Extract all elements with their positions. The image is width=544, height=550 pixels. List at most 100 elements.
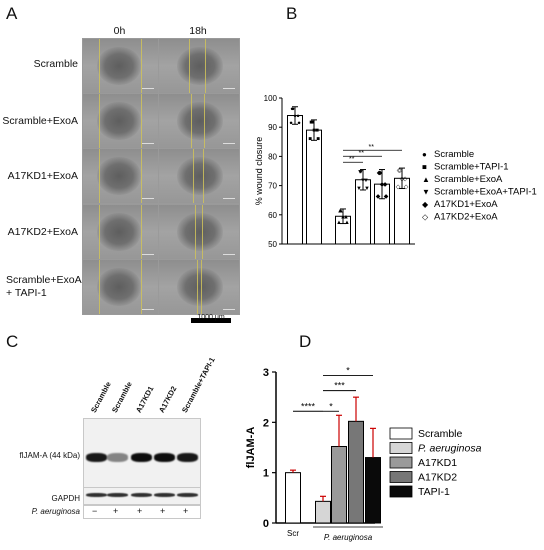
wound-area [177, 47, 223, 85]
blot-gapdh [83, 487, 201, 505]
treatment-sign: + [137, 506, 143, 516]
legend-marker: ◆ [422, 200, 429, 209]
wound-edge-line [99, 205, 100, 259]
data-point: ■ [310, 120, 314, 126]
panel-label-b: B [286, 4, 298, 23]
significance-label: *** [334, 381, 345, 391]
wound-edge-line [201, 260, 202, 314]
data-point: ▼ [360, 178, 366, 184]
legend-marker: ● [422, 150, 427, 159]
column-label-0h: 0h [113, 25, 126, 37]
mini-scale-bar [142, 254, 154, 255]
blot-label-gapdh: GAPDH [51, 494, 80, 503]
mini-scale-bar [142, 198, 154, 199]
wound-edge-line [141, 260, 142, 314]
row-label-a17kd2-exoa: A17KD2+ExoA [7, 226, 78, 238]
wound-area [97, 268, 141, 306]
band-fljam [131, 453, 152, 462]
wound-edge-line [205, 39, 206, 93]
data-point: ▲ [340, 214, 346, 220]
panel-label-a: A [6, 4, 18, 23]
y-axis-title: % wound closure [254, 137, 264, 206]
legend-swatch [389, 471, 413, 483]
data-point: ▲ [344, 220, 350, 226]
data-point: ▲ [337, 208, 343, 214]
data-point: ▲ [343, 214, 349, 220]
legend-swatch [389, 427, 413, 440]
micrograph-r1-c1 [82, 38, 159, 94]
panel-label-c: C [6, 332, 19, 351]
wound-edge-line [99, 149, 100, 203]
bar [315, 500, 331, 524]
legend-swatch [389, 456, 413, 469]
bar [287, 115, 303, 245]
y-tick-label: 90 [268, 123, 277, 132]
mini-scale-bar [223, 88, 235, 89]
data-point: ◆ [380, 182, 385, 188]
micrograph-r4-c1 [82, 204, 159, 260]
data-point: ▼ [358, 170, 364, 176]
band-fljam [177, 453, 198, 462]
blot-flJAM [83, 418, 201, 488]
scale-bar-label: 1000 μm [197, 314, 225, 321]
data-point: ■ [312, 128, 316, 134]
data-point: ▼ [364, 186, 370, 192]
band-gapdh [154, 493, 175, 497]
micrograph-r4-c2 [158, 204, 240, 260]
legend-label: A17KD1 [418, 457, 457, 469]
wound-area [97, 157, 141, 195]
legend-label: TAPI-1 [418, 486, 450, 498]
data-point: ◆ [383, 182, 388, 188]
data-point: ■ [308, 136, 312, 142]
micrograph-r2-c2 [158, 93, 240, 149]
wound-area [97, 102, 141, 140]
wound-area [97, 47, 141, 85]
micrograph-r5-c2 [158, 259, 240, 315]
data-point: ◆ [378, 170, 383, 176]
treatment-sign: + [183, 506, 189, 516]
legend-label: A17KD2 [418, 472, 457, 484]
lane-label: A17KD2 [157, 384, 179, 415]
data-point: ■ [315, 128, 319, 134]
wound-edge-line [141, 39, 142, 93]
data-point: ▲ [338, 208, 344, 214]
x-group-label: Scr [287, 529, 299, 538]
legend-swatch [389, 442, 413, 454]
wound-edge-line [195, 205, 196, 259]
band-fljam [154, 453, 175, 462]
column-label-18h: 18h [189, 25, 207, 37]
legend-label: A17KD2+ExoA [434, 212, 498, 223]
significance-label: ** [359, 150, 365, 157]
legend-label: A17KD1+ExoA [434, 199, 498, 210]
data-point: ■ [316, 136, 320, 142]
data-point: ◇ [403, 176, 408, 182]
data-point: ◇ [404, 184, 409, 190]
data-point: ▼ [357, 170, 363, 176]
significance-label: * [329, 401, 333, 411]
wound-edge-line [203, 149, 204, 203]
wound-area [177, 102, 223, 140]
row-label-scramble: Scramble [33, 58, 78, 70]
legend-label: Scramble [418, 428, 463, 440]
treatment-label: P. aeruginosa [31, 507, 80, 516]
y-tick-label: 0 [263, 518, 269, 530]
mini-scale-bar [223, 143, 235, 144]
wound-edge-line [99, 260, 100, 314]
legend-label: Scramble+ExoA+TAPI-1 [434, 187, 537, 198]
y-tick-label: 60 [268, 211, 277, 220]
data-point: ▼ [363, 178, 369, 184]
y-axis-title: flJAM-A [245, 427, 257, 469]
legend-marker: ◇ [422, 213, 429, 222]
band-gapdh [86, 493, 107, 497]
data-point: ◇ [398, 168, 403, 174]
data-point: ● [289, 121, 293, 127]
data-point: ◇ [396, 184, 401, 190]
y-tick-label: 70 [268, 182, 277, 191]
mini-scale-bar [142, 143, 154, 144]
scale-bar [191, 318, 231, 323]
mini-scale-bar [223, 254, 235, 255]
mini-scale-bar [142, 88, 154, 89]
data-point: ■ [309, 120, 313, 126]
